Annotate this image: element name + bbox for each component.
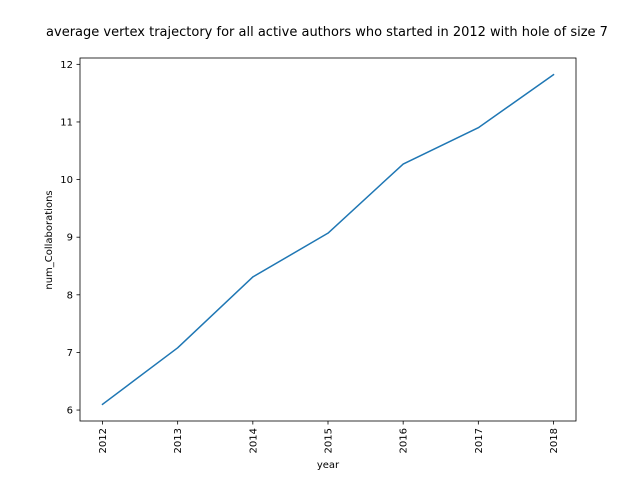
- y-tick-label: 11: [60, 117, 73, 128]
- x-tick-label: 2016: [399, 428, 410, 453]
- y-tick-label: 7: [67, 348, 73, 359]
- y-axis-label: num_Collaborations: [44, 190, 55, 289]
- data-point: [177, 347, 179, 349]
- series-line: [101, 73, 555, 406]
- y-axis: 6 7 8 9 10 11 12: [60, 60, 80, 417]
- y-tick-label: 9: [67, 233, 73, 244]
- data-point: [402, 163, 404, 165]
- data-point: [252, 276, 254, 278]
- plot-area: [80, 58, 576, 421]
- x-tick-label: 2014: [248, 428, 259, 453]
- chart-title: average vertex trajectory for all active…: [46, 25, 608, 40]
- plot-frame: [79, 57, 577, 422]
- data-point: [477, 127, 479, 129]
- x-tick-label: 2015: [324, 428, 335, 453]
- y-tick-label: 12: [60, 60, 73, 71]
- x-axis: 2012 2013 2014 2015 2016 2017 2018: [98, 421, 560, 453]
- x-tick-label: 2018: [549, 428, 560, 453]
- x-axis-label: year: [317, 460, 340, 471]
- x-tick-label: 2017: [474, 428, 485, 453]
- x-tick-label: 2013: [173, 428, 184, 453]
- y-tick-label: 10: [60, 175, 73, 186]
- data-point: [327, 232, 329, 234]
- x-tick-label: 2012: [98, 428, 109, 453]
- y-tick-label: 8: [67, 290, 73, 301]
- y-tick-label: 6: [67, 406, 73, 417]
- data-point: [102, 403, 104, 405]
- data-point: [553, 74, 555, 76]
